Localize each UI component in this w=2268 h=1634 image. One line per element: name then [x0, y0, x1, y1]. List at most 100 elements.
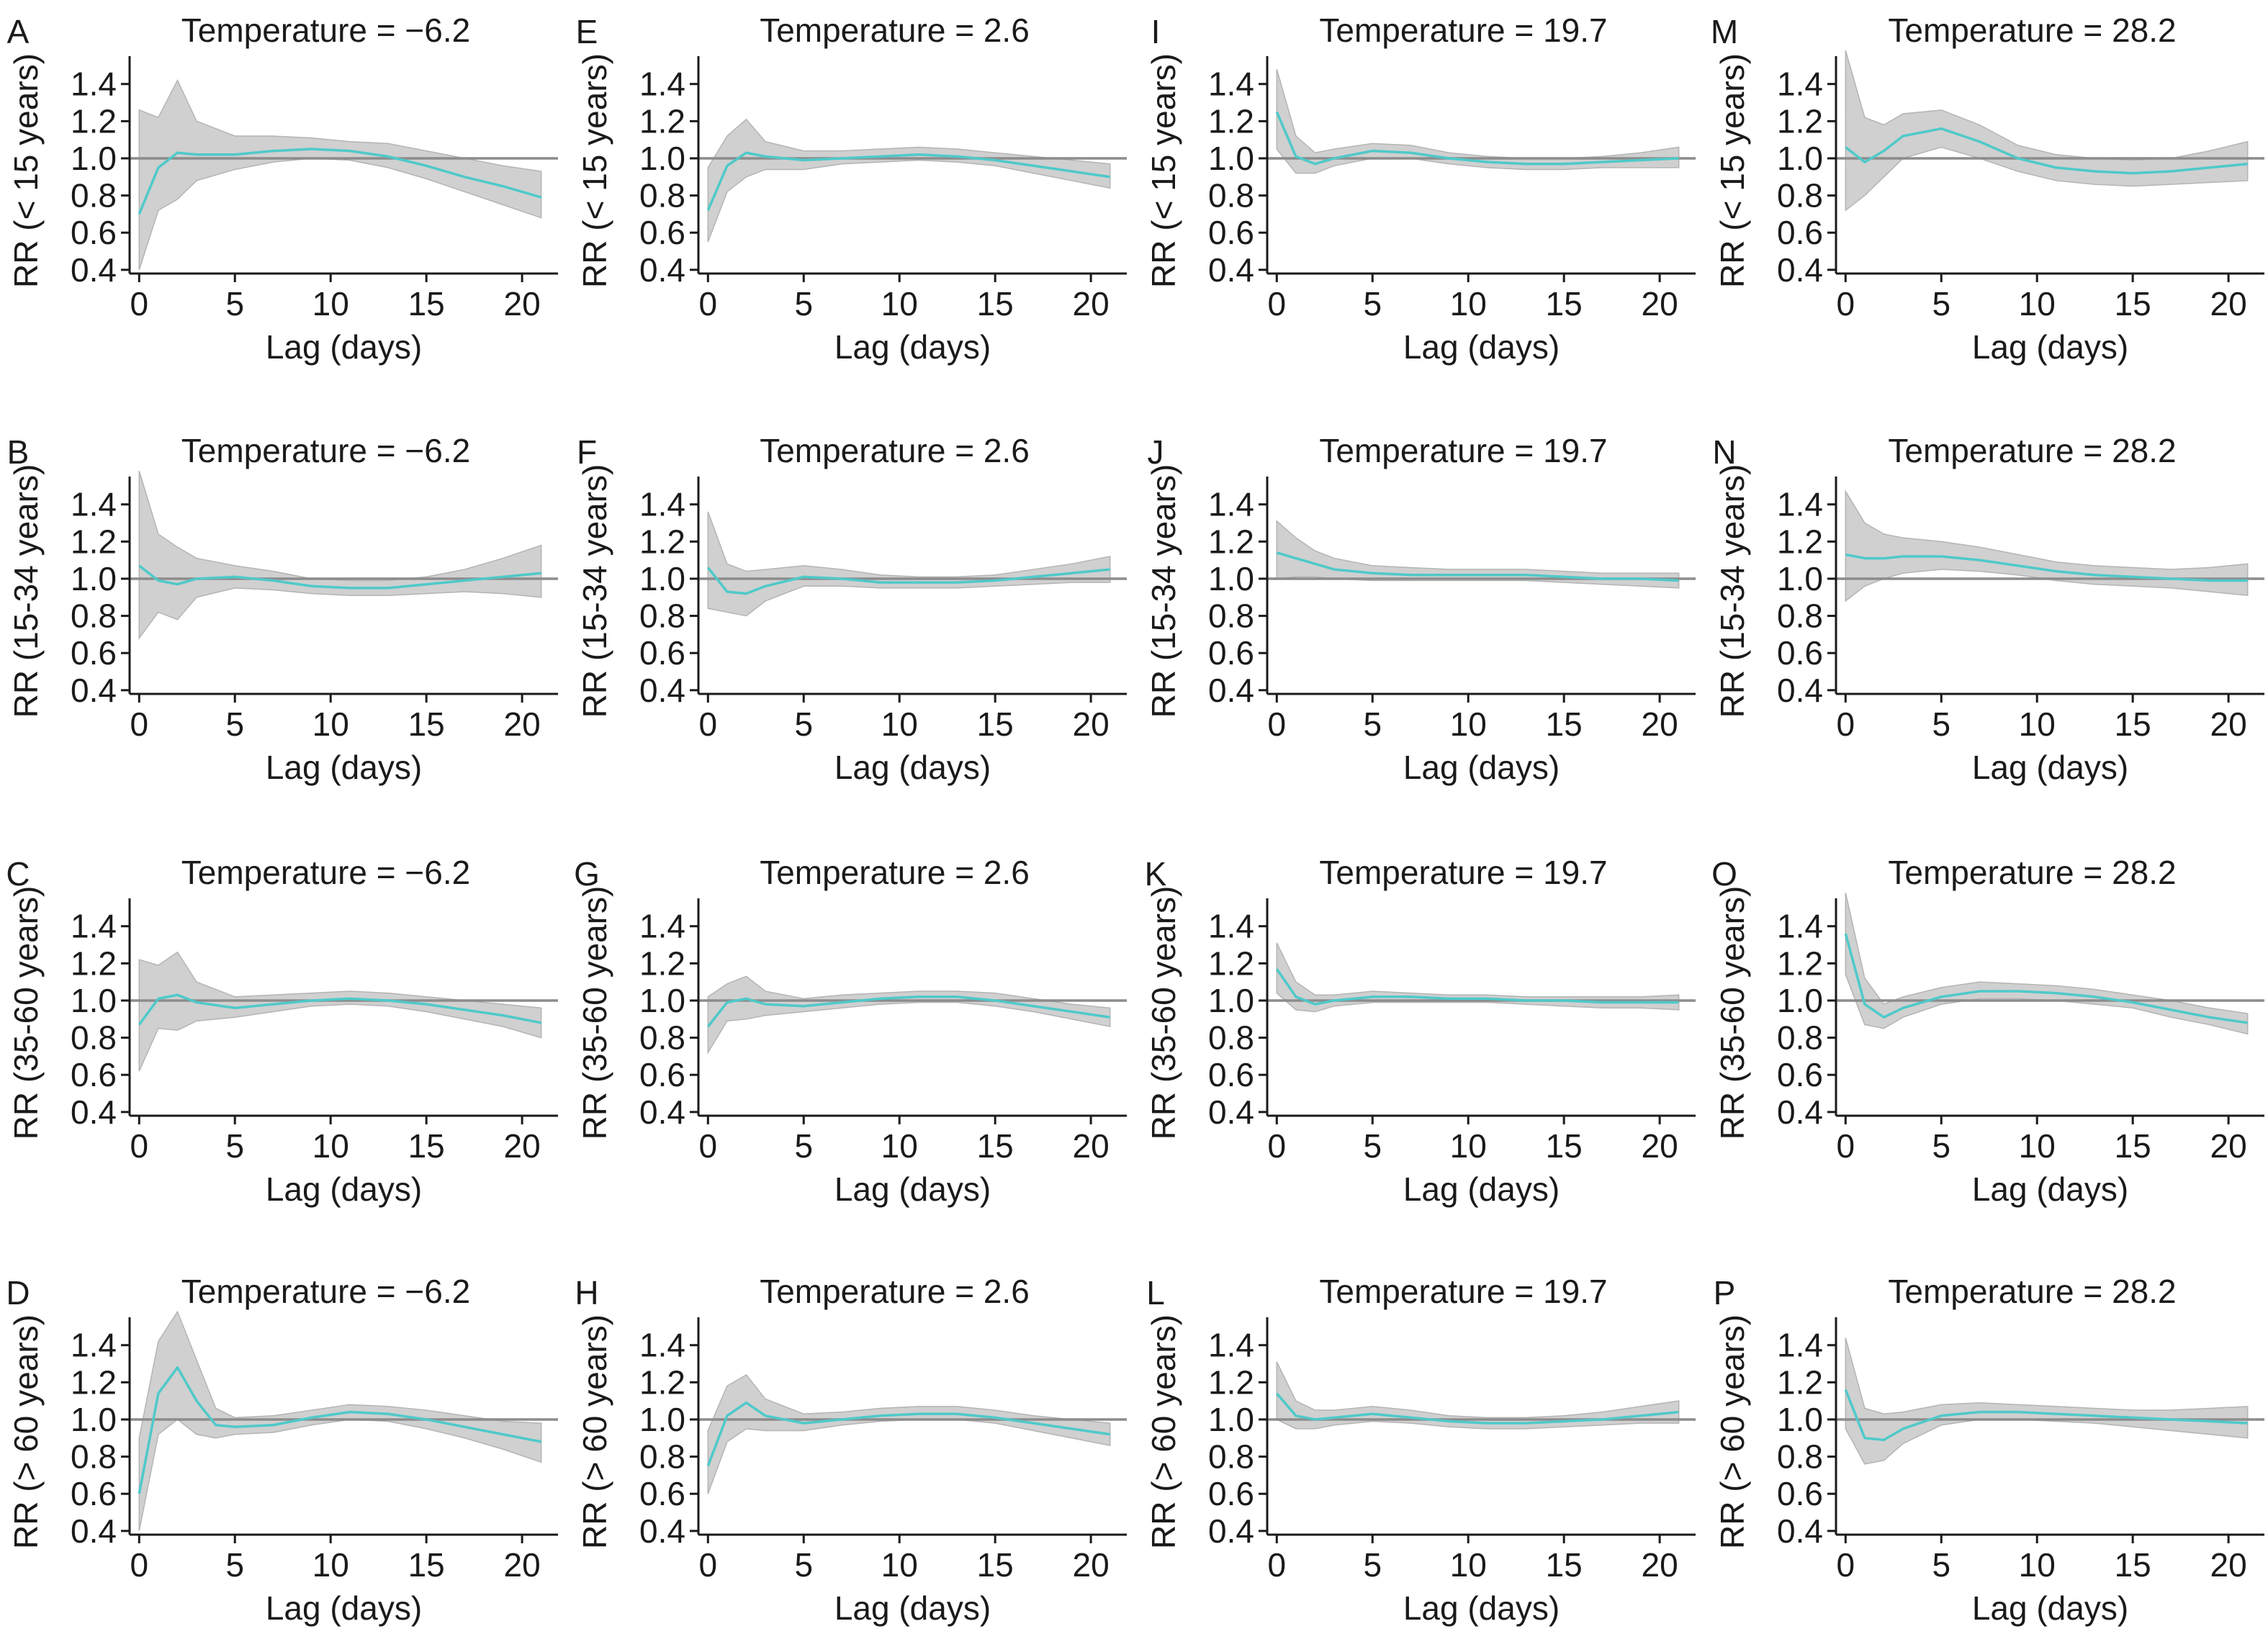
panel-letter: D	[6, 1274, 30, 1312]
x-axis-label: Lag (days)	[834, 328, 991, 366]
y-tick-label: 0.6	[71, 634, 117, 672]
y-tick-label: 1.4	[1208, 1327, 1254, 1364]
rr-curve	[1275, 111, 1679, 166]
x-axis-label: Lag (days)	[1403, 1170, 1560, 1208]
y-tick-label: 1.2	[1777, 523, 1823, 560]
y-tick-label: 0.6	[1777, 634, 1823, 672]
y-tick-label: 1.2	[1208, 1363, 1254, 1401]
x-tick-label: 5	[225, 285, 244, 322]
x-tick-label: 5	[1932, 285, 1950, 322]
x-tick-label: 5	[225, 1546, 244, 1584]
x-axis-label: Lag (days)	[834, 1589, 991, 1627]
x-tick-label: 15	[1546, 705, 1583, 743]
x-tick-label: 20	[2210, 1546, 2247, 1584]
y-tick-label: 1.0	[1208, 560, 1254, 597]
y-tick-label: 0.6	[71, 214, 117, 251]
rr-curve	[1845, 553, 2248, 582]
x-tick-label: 20	[2210, 705, 2247, 743]
y-tick-label: 1.4	[1777, 1327, 1823, 1364]
y-tick-label: 1.0	[639, 1401, 685, 1438]
panel-title: Temperature = 19.7	[1319, 854, 1607, 891]
y-tick-label: 1.0	[639, 140, 685, 177]
y-tick-label: 1.2	[1208, 944, 1254, 982]
y-tick-label: 1.0	[1777, 560, 1823, 597]
y-axis-label: RR (15-34 years)	[1145, 464, 1182, 718]
panel-letter: L	[1146, 1274, 1165, 1312]
confidence-band	[138, 78, 542, 271]
panel-title: Temperature = 28.2	[1888, 432, 2176, 469]
y-tick-label: 0.4	[1777, 672, 1823, 709]
x-axis-label: Lag (days)	[266, 1170, 422, 1208]
confidence-band	[138, 1310, 542, 1531]
y-tick-label: 1.2	[71, 1363, 117, 1401]
confidence-band	[1276, 942, 1680, 1013]
x-tick-label: 15	[2115, 1127, 2151, 1165]
confidence-band	[707, 1374, 1111, 1494]
x-tick-label: 10	[312, 285, 349, 322]
panel-m: 0.40.60.81.01.21.4 0 5 10 15 20 Lag (days) RR (…	[1711, 12, 2264, 366]
y-tick-label: 0.6	[71, 1475, 117, 1512]
panel-title: Temperature = 28.2	[1888, 854, 2176, 891]
x-tick-label: 5	[1932, 1546, 1950, 1584]
x-tick-label: 0	[1836, 285, 1855, 322]
x-tick-label: 5	[1363, 705, 1382, 743]
panel-title: Temperature = −6.2	[181, 1273, 470, 1310]
x-tick-label: 10	[1450, 705, 1487, 743]
panel-letter: E	[576, 13, 598, 50]
panel-letter: O	[1711, 855, 1737, 893]
rr-curve	[706, 151, 1110, 211]
rr-curve	[1275, 968, 1679, 1006]
y-tick-label: 0.4	[1208, 1512, 1254, 1550]
y-tick-label: 0.6	[1208, 1475, 1254, 1512]
y-tick-label: 1.4	[639, 1327, 685, 1364]
y-tick-label: 1.2	[1777, 944, 1823, 982]
y-tick-label: 1.4	[71, 486, 117, 523]
y-tick-label: 0.8	[71, 597, 117, 635]
y-tick-label: 0.6	[639, 1475, 685, 1512]
y-tick-label: 1.2	[71, 523, 117, 560]
y-tick-label: 0.4	[71, 251, 117, 289]
x-tick-label: 15	[2115, 285, 2151, 322]
panel-title: Temperature = 28.2	[1888, 12, 2176, 49]
panel-letter: K	[1145, 855, 1167, 893]
y-tick-label: 0.8	[71, 1438, 117, 1476]
panel-letter: P	[1714, 1274, 1736, 1312]
rr-curve	[138, 993, 542, 1026]
confidence-band	[707, 511, 1111, 617]
panel-letter: I	[1151, 13, 1161, 50]
x-tick-label: 10	[1450, 1546, 1487, 1584]
rr-curve	[706, 996, 1110, 1028]
y-tick-label: 0.6	[639, 214, 685, 251]
y-axis-label: RR (> 60 years)	[576, 1314, 613, 1549]
panel-h: 0.40.60.81.01.21.4 0 5 10 15 20 Lag (days) RR (…	[575, 1273, 1127, 1627]
y-tick-label: 1.2	[1777, 102, 1823, 140]
x-axis-label: Lag (days)	[834, 1170, 991, 1208]
y-axis-label: RR (< 15 years)	[1714, 53, 1751, 288]
confidence-band	[1845, 893, 2249, 1035]
x-axis-label: Lag (days)	[1972, 1589, 2128, 1627]
x-tick-label: 15	[2115, 705, 2151, 743]
x-tick-label: 0	[130, 1127, 148, 1165]
y-tick-label: 1.0	[1208, 140, 1254, 177]
x-tick-label: 0	[1836, 1127, 1855, 1165]
x-tick-label: 20	[1073, 1546, 1110, 1584]
y-tick-label: 1.2	[71, 944, 117, 982]
x-tick-label: 0	[1267, 285, 1286, 322]
panel-letter: H	[575, 1274, 598, 1312]
y-tick-label: 0.4	[639, 251, 685, 289]
panel-n: 0.40.60.81.01.21.4 0 5 10 15 20 Lag (days) RR (…	[1712, 432, 2264, 786]
x-tick-label: 20	[2210, 1127, 2247, 1165]
y-tick-label: 0.8	[1777, 597, 1823, 635]
y-tick-label: 1.2	[639, 523, 685, 560]
x-tick-label: 15	[977, 705, 1014, 743]
x-tick-label: 5	[794, 1546, 813, 1584]
panel-title: Temperature = 2.6	[760, 1273, 1030, 1310]
x-tick-label: 5	[225, 1127, 244, 1165]
x-tick-label: 0	[698, 1127, 717, 1165]
panel-title: Temperature = 19.7	[1319, 1273, 1607, 1310]
x-tick-label: 0	[130, 705, 148, 743]
y-tick-label: 1.2	[1208, 523, 1254, 560]
x-tick-label: 20	[1073, 1127, 1110, 1165]
y-tick-label: 0.8	[1777, 1019, 1823, 1057]
